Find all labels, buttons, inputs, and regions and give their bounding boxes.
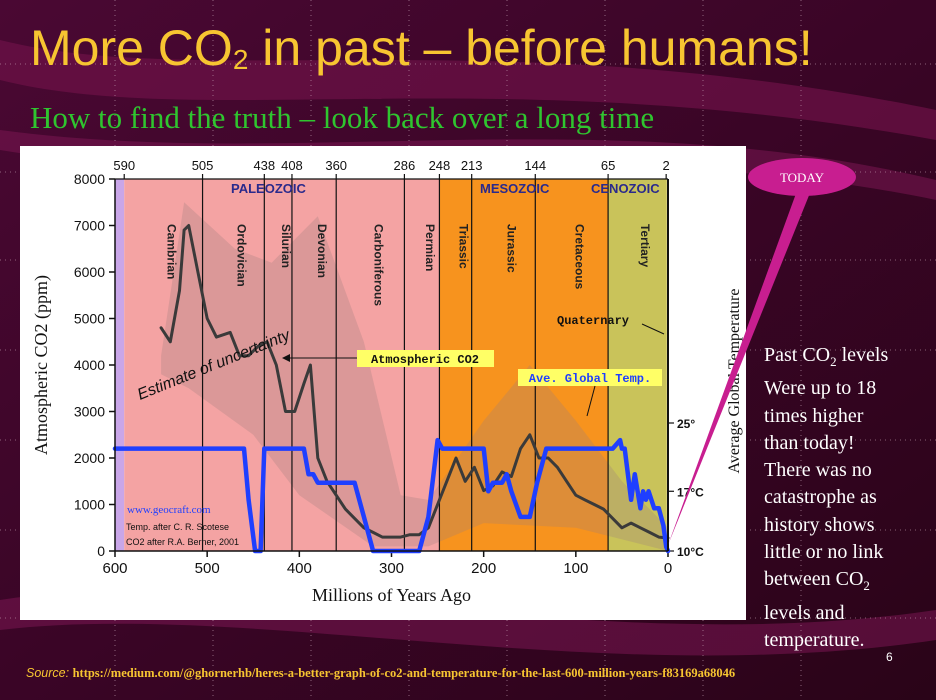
credit-co2: CO2 after R.A. Berner, 2001 <box>126 537 239 547</box>
side-line: than today! <box>764 431 855 454</box>
quaternary-label: Quaternary <box>557 314 629 328</box>
credit-site: www.geocraft.com <box>127 504 211 516</box>
temp-label-arrow <box>586 385 596 417</box>
x-tick-label: 200 <box>471 560 496 577</box>
period-label: Ordovician <box>234 224 248 287</box>
top-tick-label: 590 <box>113 158 135 173</box>
y2-tick-label: 25° <box>677 417 695 431</box>
pre-cambrian-band <box>115 179 125 551</box>
y-axis-title: Atmospheric CO2 (ppm) <box>31 275 52 455</box>
temperature-series-line <box>112 437 671 554</box>
y2-axis-title: Average Global Temperature <box>726 289 743 474</box>
temp-label: Ave. Global Temp. <box>529 372 651 386</box>
side-line: Were up to 18 <box>764 377 877 400</box>
page-number: 6 <box>886 650 893 664</box>
top-tick-label: 505 <box>192 158 214 173</box>
credit-temp: Temp. after C. R. Scotese <box>126 522 229 532</box>
period-label: Triassic <box>457 224 471 269</box>
period-label: Tertiary <box>638 224 652 267</box>
y2-tick-label: 10°C <box>677 545 704 559</box>
top-tick-label: 408 <box>281 158 303 173</box>
x-tick-label: 100 <box>563 560 588 577</box>
source-label: Source: <box>26 666 70 680</box>
period-label: Silurian <box>279 224 293 268</box>
top-tick-label: 144 <box>524 158 546 173</box>
y2-tick-label: 17°C <box>677 485 704 499</box>
side-line: times higher <box>764 404 864 427</box>
co2-label-box <box>357 350 494 367</box>
side-line: Past CO2 levels <box>764 344 889 369</box>
period-label: Cambrian <box>164 224 178 279</box>
x-tick-label: 400 <box>287 560 312 577</box>
period-label: Jurassic <box>504 224 518 273</box>
side-line: little or no link <box>764 541 884 564</box>
y-tick-label: 6000 <box>74 264 105 280</box>
side-line: history shows <box>764 513 875 536</box>
top-tick-label: 2 <box>663 158 670 173</box>
top-tick-label: 286 <box>394 158 416 173</box>
top-tick-label: 438 <box>253 158 275 173</box>
x-tick-label: 300 <box>379 560 404 577</box>
x-tick-label: 500 <box>195 560 220 577</box>
x-tick-label: 0 <box>664 560 672 577</box>
co2-label: Atmospheric CO2 <box>371 353 479 367</box>
period-label: Devonian <box>315 224 329 278</box>
top-tick-label: 360 <box>325 158 347 173</box>
period-label: Carboniferous <box>371 224 385 306</box>
x-axis-title: Millions of Years Ago <box>312 585 471 605</box>
top-tick-label: 248 <box>429 158 451 173</box>
y-tick-label: 7000 <box>74 218 105 234</box>
slide-subtitle: How to find the truth – look back over a… <box>30 100 655 135</box>
y-tick-label: 1000 <box>74 497 105 513</box>
era-label-mesozoic: MESOZOIC <box>480 181 550 196</box>
temp-label-box <box>518 369 662 386</box>
side-line: between CO2 <box>764 568 870 594</box>
source-link[interactable]: https://medium.com/@ghornerhb/heres-a-be… <box>72 666 736 680</box>
side-line: There was no <box>764 459 872 482</box>
y-tick-label: 3000 <box>74 404 105 420</box>
side-line: temperature. <box>764 628 865 651</box>
era-label-cenozoic: CENOZOIC <box>591 181 660 196</box>
y-tick-label: 5000 <box>74 311 105 327</box>
slide-title: More CO2 in past – before humans! <box>30 20 813 76</box>
y-tick-label: 4000 <box>74 357 105 373</box>
side-line: catastrophe as <box>764 486 877 509</box>
y-tick-label: 8000 <box>74 171 105 187</box>
side-commentary: Past CO2 levels Were up to 18 times high… <box>764 342 929 654</box>
y-tick-label: 2000 <box>74 450 105 466</box>
co2-series-line <box>159 224 670 540</box>
quaternary-arrow <box>641 323 665 335</box>
period-label: Permian <box>423 224 437 271</box>
x-tick-label: 600 <box>102 560 127 577</box>
co2-temperature-chart: Cambrian Ordovician Silurian Devonian Carbon… <box>31 158 743 605</box>
top-tick-label: 65 <box>601 158 615 173</box>
chart-panel: Cambrian Ordovician Silurian Devonian Carbon… <box>20 146 746 620</box>
y-tick-label: 0 <box>97 543 105 559</box>
co2-label-arrowhead <box>282 354 290 362</box>
era-label-paleozoic: PALEOZOIC <box>231 181 306 196</box>
period-label: Cretaceous <box>573 224 587 290</box>
side-line: levels and <box>764 601 845 624</box>
top-tick-label: 213 <box>461 158 483 173</box>
source-citation: Source: https://medium.com/@ghornerhb/he… <box>26 666 735 681</box>
